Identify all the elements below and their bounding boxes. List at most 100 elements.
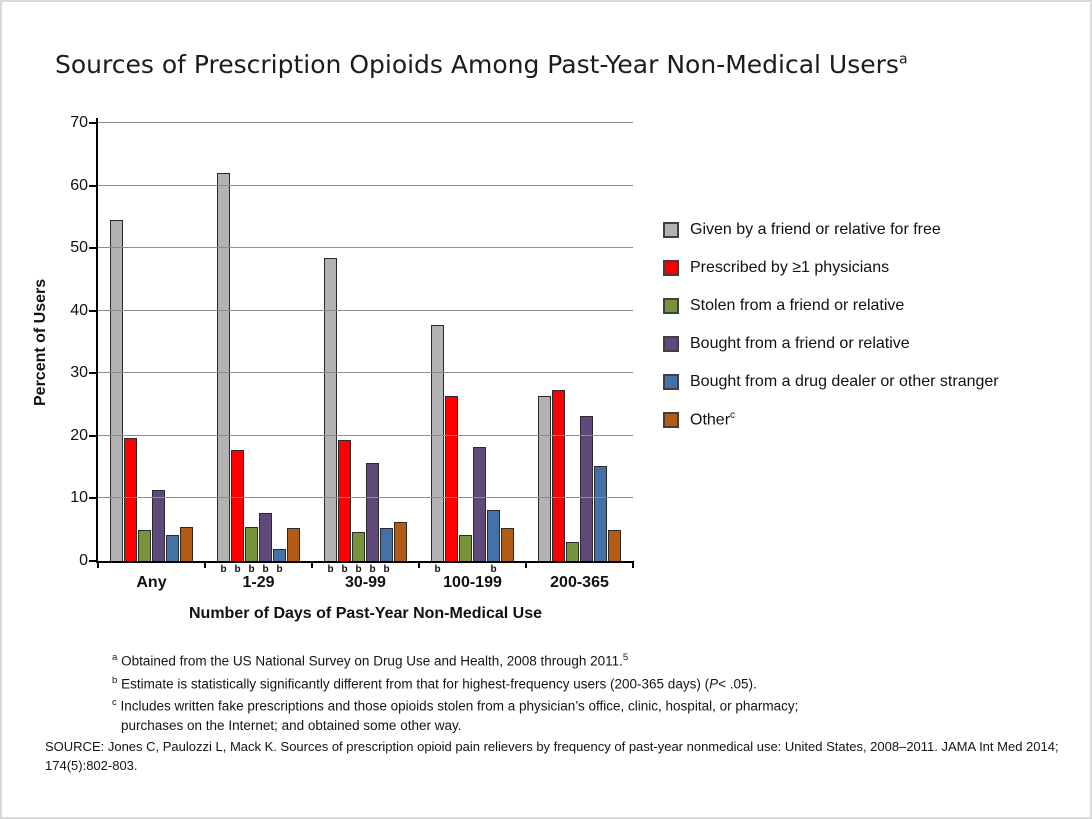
x-category-label-30-99: 30-99 (345, 574, 386, 591)
bar-series4-30-99 (380, 527, 393, 561)
gridline-40 (98, 309, 633, 311)
x-axis-category-labels: Any 1-29 30-99 100-199 200-365 (98, 574, 633, 592)
bar-group-Any (98, 123, 205, 561)
bar-slot: b (487, 123, 500, 575)
chart-title-footnote-marker: a (898, 51, 908, 68)
legend-item-2: Stolen from a friend or relative (663, 287, 999, 325)
bar-slot (124, 123, 137, 561)
x-tick-mark-4 (525, 561, 527, 568)
bar-series0-100-199 (431, 325, 444, 561)
bar-series3-100-199 (473, 446, 486, 561)
bar-slot (459, 123, 472, 561)
bar-series1-1-29 (231, 449, 244, 561)
x-tick-mark-2 (311, 561, 313, 568)
bar-series3-1-29 (259, 512, 272, 561)
bar-series5-1-29 (287, 527, 300, 561)
legend-swatch-4 (663, 374, 679, 390)
significance-marker: b (262, 564, 269, 575)
x-category-label-Any: Any (136, 574, 167, 591)
x-tick-mark-5 (632, 561, 634, 568)
bar-series4-100-199 (487, 509, 500, 561)
gridline-60 (98, 184, 633, 186)
bar-series5-Any (180, 526, 193, 561)
significance-marker: b (327, 564, 334, 575)
legend-item-4: Bought from a drug dealer or other stran… (663, 363, 999, 401)
bar-slot (580, 123, 593, 561)
bar-series3-Any (152, 489, 165, 561)
y-tick-label-30: 30 (70, 364, 88, 382)
bar-slot (538, 123, 551, 561)
bar-slot (138, 123, 151, 561)
significance-marker: b (220, 564, 227, 575)
legend-label-4: Bought from a drug dealer or other stran… (690, 373, 999, 390)
gridline-50 (98, 247, 633, 249)
y-tick-label-10: 10 (70, 489, 88, 507)
x-tick-mark-1 (204, 561, 206, 568)
y-tick-mark-50 (89, 247, 96, 250)
bar-group-200-365 (526, 123, 633, 561)
bar-slot (473, 123, 486, 561)
bar-slot: b (352, 123, 365, 575)
legend-item-0: Given by a friend or relative for free (663, 211, 999, 249)
bar-series0-1-29 (217, 173, 230, 561)
y-tick-mark-10 (89, 497, 96, 500)
legend-label-0: Given by a friend or relative for free (690, 221, 941, 238)
x-tick-mark-3 (418, 561, 420, 568)
bar-slot (394, 123, 407, 561)
significance-marker: b (276, 564, 283, 575)
legend-item-3: Bought from a friend or relative (663, 325, 999, 363)
footnotes: a Obtained from the US National Survey o… (112, 648, 812, 735)
footnote-marker: c (112, 697, 117, 708)
bar-slot (608, 123, 621, 561)
bar-slot: b (431, 123, 444, 575)
significance-marker: b (434, 564, 441, 575)
bar-series4-200-365 (594, 465, 607, 561)
significance-marker: b (248, 564, 255, 575)
x-axis-line (96, 561, 633, 563)
bar-series2-200-365 (566, 542, 579, 561)
source-citation: SOURCE: Jones C, Paulozzi L, Mack K. Sou… (45, 739, 1059, 773)
footnote-marker: b (112, 674, 118, 686)
bar-series0-200-365 (538, 395, 551, 561)
y-tick-label-0: 0 (79, 552, 88, 569)
x-tick-mark-0 (97, 561, 99, 568)
bar-slot (166, 123, 179, 561)
footnote-c: c Includes written fake prescriptions an… (112, 697, 799, 733)
legend-swatch-5 (663, 412, 679, 428)
footnote-marker: a (112, 652, 118, 663)
bar-slot: b (338, 123, 351, 575)
y-tick-mark-0 (89, 560, 96, 562)
bar-series1-30-99 (338, 439, 351, 561)
bar-series5-200-365 (608, 530, 621, 561)
bar-slot (287, 123, 300, 561)
legend-label-2: Stolen from a friend or relative (690, 297, 905, 314)
legend-swatch-0 (663, 222, 679, 238)
chart-title-text: Sources of Prescription Opioids Among Pa… (55, 50, 899, 79)
significance-marker: b (490, 564, 497, 575)
gridline-10 (98, 497, 633, 499)
y-tick-label-20: 20 (70, 426, 88, 444)
footnote-segment: 5 (622, 652, 629, 663)
bar-series0-30-99 (324, 257, 337, 561)
footnote-a: a Obtained from the US National Survey o… (112, 652, 629, 669)
bar-series5-100-199 (501, 527, 514, 561)
chart-title: Sources of Prescription Opioids Among Pa… (55, 50, 1035, 79)
bar-series2-30-99 (352, 532, 365, 561)
legend-item-1: Prescribed by ≥1 physicians (663, 249, 999, 287)
y-tick-label-70: 70 (70, 114, 88, 131)
bar-slot (594, 123, 607, 561)
y-tick-label-60: 60 (70, 176, 88, 194)
bar-series4-1-29 (273, 548, 286, 561)
legend-swatch-3 (663, 336, 679, 352)
bar-series2-Any (138, 530, 151, 561)
y-tick-label-40: 40 (70, 301, 88, 319)
bar-series1-Any (124, 437, 137, 561)
y-tick-mark-40 (89, 309, 96, 312)
bar-slot (501, 123, 514, 561)
y-tick-label-50: 50 (70, 239, 88, 257)
footnote-b: b Estimate is statistically significantl… (112, 674, 757, 692)
